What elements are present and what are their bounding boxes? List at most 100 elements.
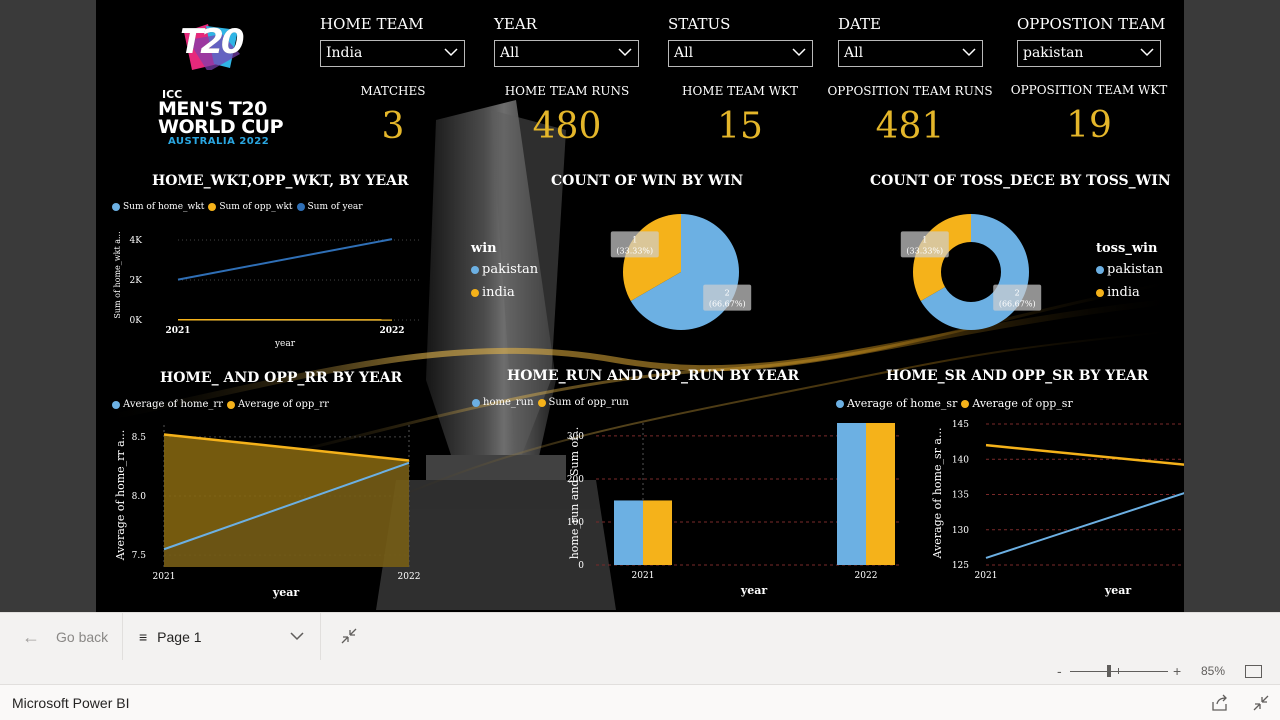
zoom-slider-thumb[interactable] — [1107, 665, 1111, 677]
x-tick-label: 2021 — [975, 571, 998, 581]
kpi-home-team-wkt: HOME TEAM WKT 15 — [655, 84, 825, 147]
legend-item[interactable]: Average of home_sr — [836, 397, 957, 410]
chevron-down-icon — [618, 48, 632, 57]
slicer-value: All — [674, 45, 694, 61]
legend-item[interactable]: Sum of home_wkt — [112, 202, 204, 212]
kpi-value: 15 — [717, 106, 763, 147]
slicer-home-team[interactable]: HOME TEAM India — [320, 14, 465, 67]
share-icon[interactable] — [1211, 694, 1229, 712]
legend-dot-icon — [208, 203, 217, 211]
chart-wkt-by-year[interactable]: 0K 2K 4K 2021 2022 year Sum of home_wkt a... — [96, 215, 436, 355]
kpi-value: 3 — [381, 106, 405, 147]
legend-item[interactable]: home_run — [472, 397, 534, 408]
x-axis-label: year — [272, 586, 300, 599]
legend-item[interactable]: Average of opp_rr — [226, 399, 329, 410]
slicer-label: YEAR — [494, 15, 537, 33]
legend-dot-icon — [537, 398, 546, 407]
date-dropdown[interactable]: All — [838, 40, 983, 67]
x-tick-label: 2022 — [379, 326, 404, 336]
zoom-in-button[interactable]: + — [1173, 663, 1182, 679]
legend-label: Average of home_rr — [123, 399, 223, 410]
slicer-label: HOME TEAM — [320, 15, 424, 33]
y-tick-label: 135 — [952, 491, 969, 501]
y-tick-label: 4K — [130, 236, 143, 246]
year-dropdown[interactable]: All — [494, 40, 639, 67]
kpi-value: 19 — [1066, 105, 1112, 146]
bar — [866, 423, 895, 565]
y-axis-label: Average of home_sr a... — [931, 428, 944, 560]
zoom-level: 85% — [1201, 664, 1226, 678]
slicer-opposition-team[interactable]: OPPOSTION TEAM pakistan — [1017, 14, 1166, 67]
home-team-dropdown[interactable]: India — [320, 40, 465, 67]
chart-win-pie[interactable]: 2 (66.67%) 1 (33.33%) — [596, 205, 752, 340]
area-fill — [164, 434, 409, 567]
data-label: (66.67%) — [999, 300, 1036, 309]
kpi-matches: MATCHES 3 — [308, 84, 478, 147]
chart-title-win: COUNT OF WIN BY WIN — [551, 173, 744, 189]
legend-label: Sum of year — [307, 202, 363, 212]
legend-rr: Average of home_rr Average of opp_rr — [112, 399, 333, 410]
chart-title-toss: COUNT OF TOSS_DECE BY TOSS_WIN — [870, 173, 1171, 189]
series-line — [163, 461, 410, 551]
x-axis-label: year — [274, 339, 296, 349]
legend-item[interactable]: Sum of year — [296, 202, 363, 212]
fit-to-page-icon[interactable] — [1245, 665, 1262, 678]
chart-toss-donut[interactable]: 2 (66.67%) 1 (33.33%) — [886, 205, 1046, 340]
trophy-logo-icon — [184, 24, 240, 70]
slicer-status[interactable]: STATUS All — [668, 14, 813, 67]
page-list-icon: ≡ — [139, 629, 148, 645]
data-label-box — [610, 231, 659, 258]
legend-dot-icon — [471, 288, 479, 297]
x-tick-label: 2021 — [165, 326, 190, 336]
slicer-date[interactable]: DATE All — [838, 14, 983, 67]
legend-toss: toss_win pakistan india — [1096, 241, 1163, 308]
zoom-out-button[interactable]: - — [1057, 663, 1062, 679]
legend-item[interactable]: Sum of opp_wkt — [208, 202, 293, 212]
legend-item[interactable]: pakistan — [1096, 262, 1163, 277]
legend-item[interactable]: Average of opp_sr — [961, 397, 1073, 410]
legend-dot-icon — [961, 399, 970, 408]
bar — [614, 500, 643, 565]
legend-label: india — [482, 285, 515, 300]
slicer-label: OPPOSTION TEAM — [1017, 15, 1166, 33]
chart-run-bar[interactable]: 0 100 200 300 2021 2022 year home_run and Sum o… — [456, 413, 901, 603]
legend-label: pakistan — [482, 262, 539, 277]
background-decoration — [96, 100, 1184, 610]
status-dropdown[interactable]: All — [668, 40, 813, 67]
data-label-box — [993, 284, 1042, 311]
legend-wkt: Sum of home_wkt Sum of opp_wkt Sum of ye… — [112, 202, 367, 212]
kpi-label: HOME TEAM RUNS — [504, 84, 630, 98]
data-label: 2 — [1015, 289, 1020, 298]
chart-sr-line[interactable]: 125 130 135 140 145 2021 2022 year Average of ho… — [826, 413, 1184, 603]
legend-item[interactable]: india — [1096, 285, 1163, 300]
chart-rr-area[interactable]: 7.5 8.0 8.5 2021 2022 year Average of home_rr … — [96, 415, 436, 605]
go-back-label: Go back — [56, 629, 109, 645]
legend-item[interactable]: Sum of opp_run — [537, 397, 629, 408]
slicer-value: pakistan — [1023, 45, 1084, 61]
logo-brand: T20 — [180, 22, 244, 62]
legend-win: win pakistan india — [471, 241, 538, 308]
y-tick-label: 125 — [952, 561, 969, 571]
x-axis-label: year — [740, 584, 768, 597]
legend-item[interactable]: india — [471, 285, 538, 300]
x-tick-label: 2021 — [632, 571, 655, 581]
legend-dot-icon — [226, 400, 235, 409]
go-back-button[interactable]: ← Go back — [0, 613, 123, 661]
logo-org: ICC — [162, 88, 183, 101]
legend-item[interactable]: pakistan — [471, 262, 538, 277]
exit-fullscreen-icon[interactable] — [1252, 694, 1270, 712]
page-selector[interactable]: ≡ Page 1 — [123, 613, 321, 661]
x-tick-label: 2022 — [855, 571, 878, 581]
chart-title-rr: HOME_ AND OPP_RR BY YEAR — [160, 370, 403, 386]
y-tick-label: 130 — [952, 526, 969, 536]
slicer-year[interactable]: YEAR All — [494, 14, 639, 67]
data-label-box — [703, 284, 752, 311]
legend-label: home_run — [483, 397, 534, 408]
opposition-team-dropdown[interactable]: pakistan — [1017, 40, 1161, 67]
slicer-value: All — [844, 45, 864, 61]
legend-item[interactable]: Average of home_rr — [112, 399, 223, 410]
y-tick-label: 8.5 — [132, 433, 147, 443]
zoom-slider-track[interactable] — [1070, 671, 1168, 672]
y-tick-label: 0 — [578, 561, 584, 571]
collapse-icon[interactable] — [340, 627, 358, 645]
